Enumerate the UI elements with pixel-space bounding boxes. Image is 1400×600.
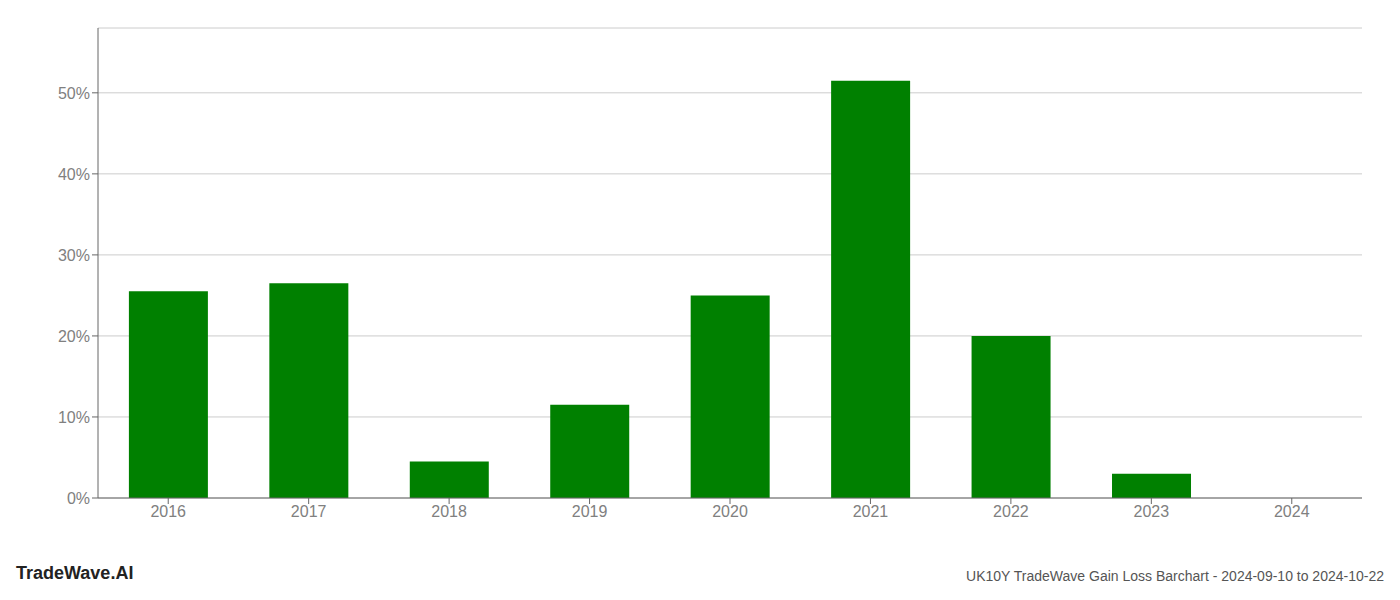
svg-text:2022: 2022	[993, 503, 1029, 520]
svg-text:2020: 2020	[712, 503, 748, 520]
svg-text:40%: 40%	[58, 166, 90, 183]
html-text:UK10Y TradeWave Gain Loss Barc: UK10Y TradeWave Gain Loss Barchart - 202…	[966, 568, 1384, 584]
svg-text:2016: 2016	[150, 503, 186, 520]
svg-text:2017: 2017	[291, 503, 327, 520]
svg-text:0%: 0%	[67, 490, 90, 507]
svg-text:50%: 50%	[58, 85, 90, 102]
svg-text:2021: 2021	[853, 503, 889, 520]
svg-text:2023: 2023	[1134, 503, 1170, 520]
svg-text:10%: 10%	[58, 409, 90, 426]
svg-text:20%: 20%	[58, 328, 90, 345]
svg-text:30%: 30%	[58, 247, 90, 264]
html-text:TradeWave.AI: TradeWave.AI	[16, 563, 134, 583]
svg-text:2019: 2019	[572, 503, 608, 520]
svg-text:2024: 2024	[1274, 503, 1310, 520]
svg-text:2018: 2018	[431, 503, 467, 520]
